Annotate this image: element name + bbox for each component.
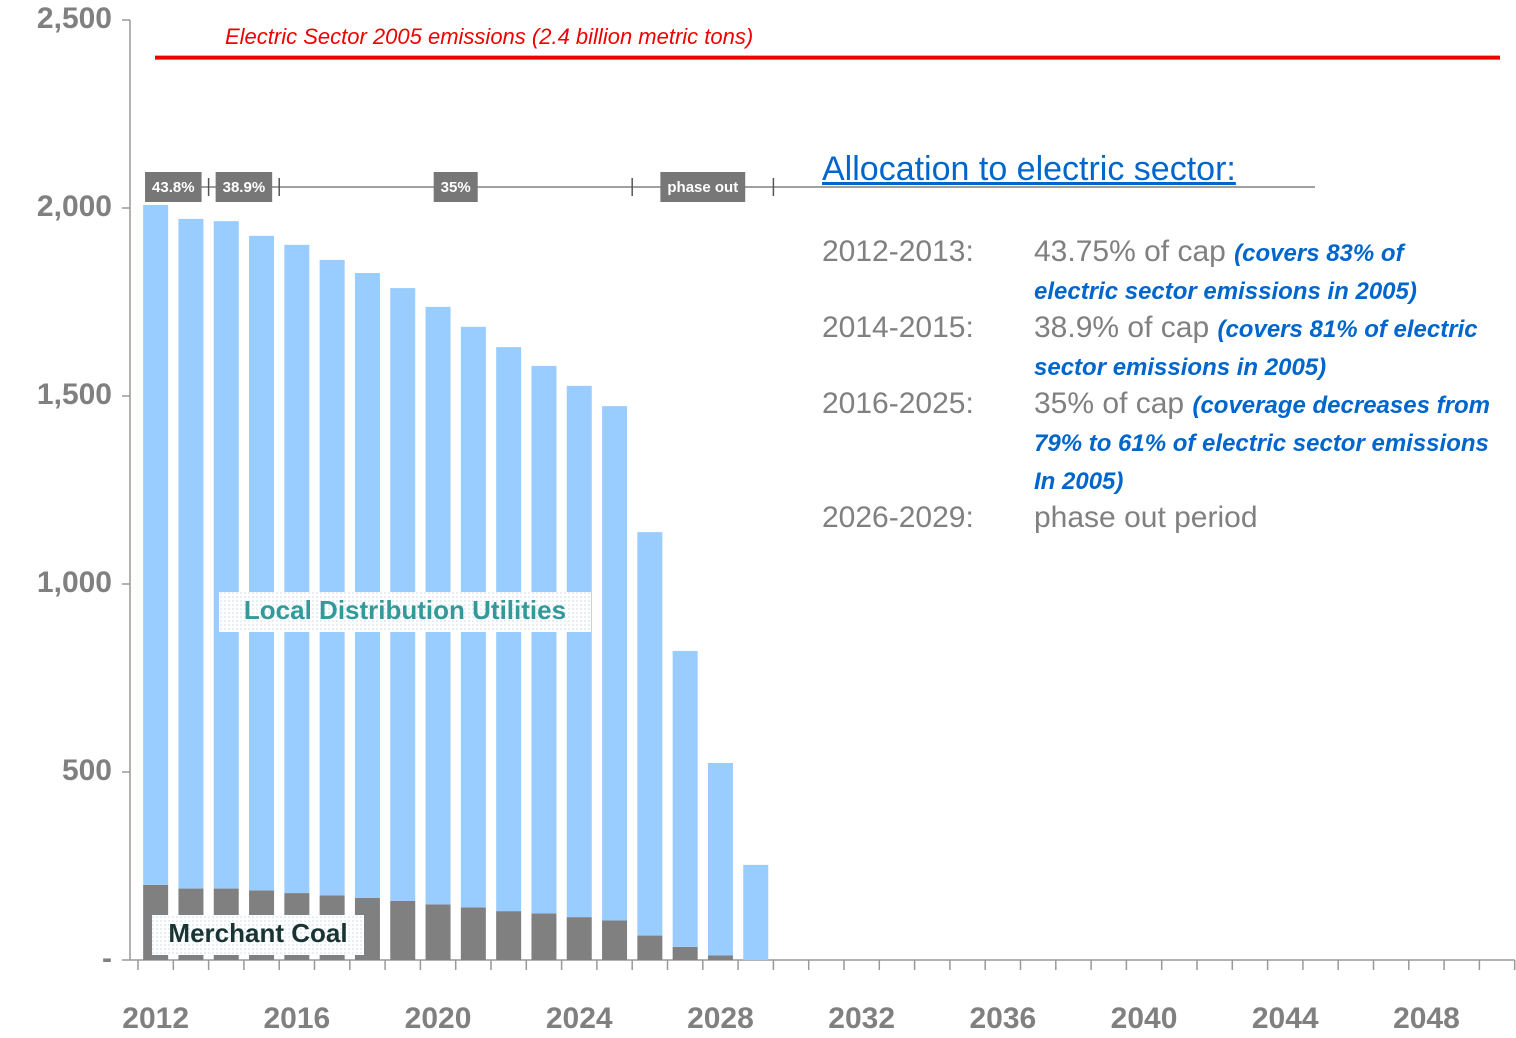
bar-segment xyxy=(460,907,486,960)
bar-segment xyxy=(672,946,698,960)
period-label: 35% xyxy=(441,179,471,196)
series-label-bg xyxy=(152,915,364,955)
bar-segment xyxy=(390,900,416,960)
annotation-period: 2012-2013: xyxy=(822,235,974,268)
x-tick-label: 2040 xyxy=(1111,1002,1178,1035)
annotation-text-col: 35% of cap (coverage decreases from 79% … xyxy=(1034,385,1494,499)
bar-segment xyxy=(637,935,663,960)
x-tick-label: 2012 xyxy=(122,1002,189,1035)
y-tick-label: 1,000 xyxy=(37,566,112,599)
period-box xyxy=(215,172,273,202)
y-tick-label: 2,500 xyxy=(37,2,112,35)
annotation-text-col: 38.9% of cap (covers 81% of electric sec… xyxy=(1034,309,1494,385)
x-tick-label: 2048 xyxy=(1393,1002,1460,1035)
bar-segment xyxy=(178,218,204,889)
annotation-item: 2026-2029: phase out period xyxy=(822,499,1512,537)
period-label: 43.8% xyxy=(152,179,195,196)
annotation-text-col: 43.75% of cap (covers 83% of electric se… xyxy=(1034,233,1494,309)
bar-segment xyxy=(249,235,275,891)
bar-segment xyxy=(284,244,310,894)
annotation-note: (covers 83% of electric sector emissions… xyxy=(1034,240,1417,305)
period-box xyxy=(660,172,746,202)
annotation-heading: Allocation to electric sector: xyxy=(822,150,1236,188)
period-box xyxy=(433,172,478,202)
bar-segment xyxy=(566,385,592,918)
bar-segment xyxy=(531,913,557,960)
bar-segment xyxy=(213,221,239,889)
y-tick-label: 2,000 xyxy=(37,190,112,223)
annotation-period: 2014-2015: xyxy=(822,311,974,344)
annotation-text: 38.9% of cap xyxy=(1034,311,1210,344)
x-tick-label: 2024 xyxy=(546,1002,613,1035)
annotation-period: 2026-2029: xyxy=(822,501,974,534)
bar-segment xyxy=(602,920,628,960)
period-label: 38.9% xyxy=(223,179,266,196)
annotation-block: Allocation to electric sector: 2012-2013… xyxy=(822,150,1512,537)
annotation-note: (covers 81% of electric sector emissions… xyxy=(1034,316,1478,381)
bar-segment xyxy=(566,917,592,960)
bar-segment xyxy=(637,532,663,936)
bar-segment xyxy=(707,955,733,960)
bar-segment xyxy=(354,273,380,898)
annotation-item: 2014-2015: 38.9% of cap (covers 81% of el… xyxy=(822,309,1512,385)
x-tick-label: 2016 xyxy=(263,1002,330,1035)
series-label: Local Distribution Utilities xyxy=(244,595,566,625)
annotation-period: 2016-2025: xyxy=(822,387,974,420)
bar-segment xyxy=(531,365,557,914)
annotation-text: phase out period xyxy=(1034,501,1258,534)
annotation-item: 2016-2025: 35% of cap (coverage decreases… xyxy=(822,385,1512,499)
x-tick-label: 2044 xyxy=(1252,1002,1319,1035)
bar-segment xyxy=(425,904,451,960)
period-label: phase out xyxy=(667,179,738,196)
bar-segment xyxy=(672,650,698,947)
annotation-text: 43.75% of cap xyxy=(1034,235,1226,268)
y-tick-label: 500 xyxy=(62,754,112,787)
period-box xyxy=(145,172,202,202)
x-tick-label: 2036 xyxy=(969,1002,1036,1035)
bar-segment xyxy=(707,762,733,956)
bar-segment xyxy=(496,911,522,960)
bar-segment xyxy=(602,406,628,921)
reference-label: Electric Sector 2005 emissions (2.4 bill… xyxy=(225,24,753,49)
y-tick-label: 1,500 xyxy=(37,378,112,411)
series-label-bg xyxy=(219,592,591,632)
annotation-text-col: phase out period xyxy=(1034,499,1494,537)
x-tick-label: 2020 xyxy=(405,1002,472,1035)
annotation-note: (coverage decreases from 79% to 61% of e… xyxy=(1034,392,1490,495)
bar-segment xyxy=(319,259,345,896)
bar-segment xyxy=(743,864,769,960)
y-tick-label: - xyxy=(102,942,112,975)
bar-segment xyxy=(143,204,169,885)
annotation-text: 35% of cap xyxy=(1034,387,1185,420)
x-tick-label: 2028 xyxy=(687,1002,754,1035)
annotation-item: 2012-2013: 43.75% of cap (covers 83% of e… xyxy=(822,233,1512,309)
series-label: Merchant Coal xyxy=(168,918,347,948)
x-tick-label: 2032 xyxy=(828,1002,895,1035)
